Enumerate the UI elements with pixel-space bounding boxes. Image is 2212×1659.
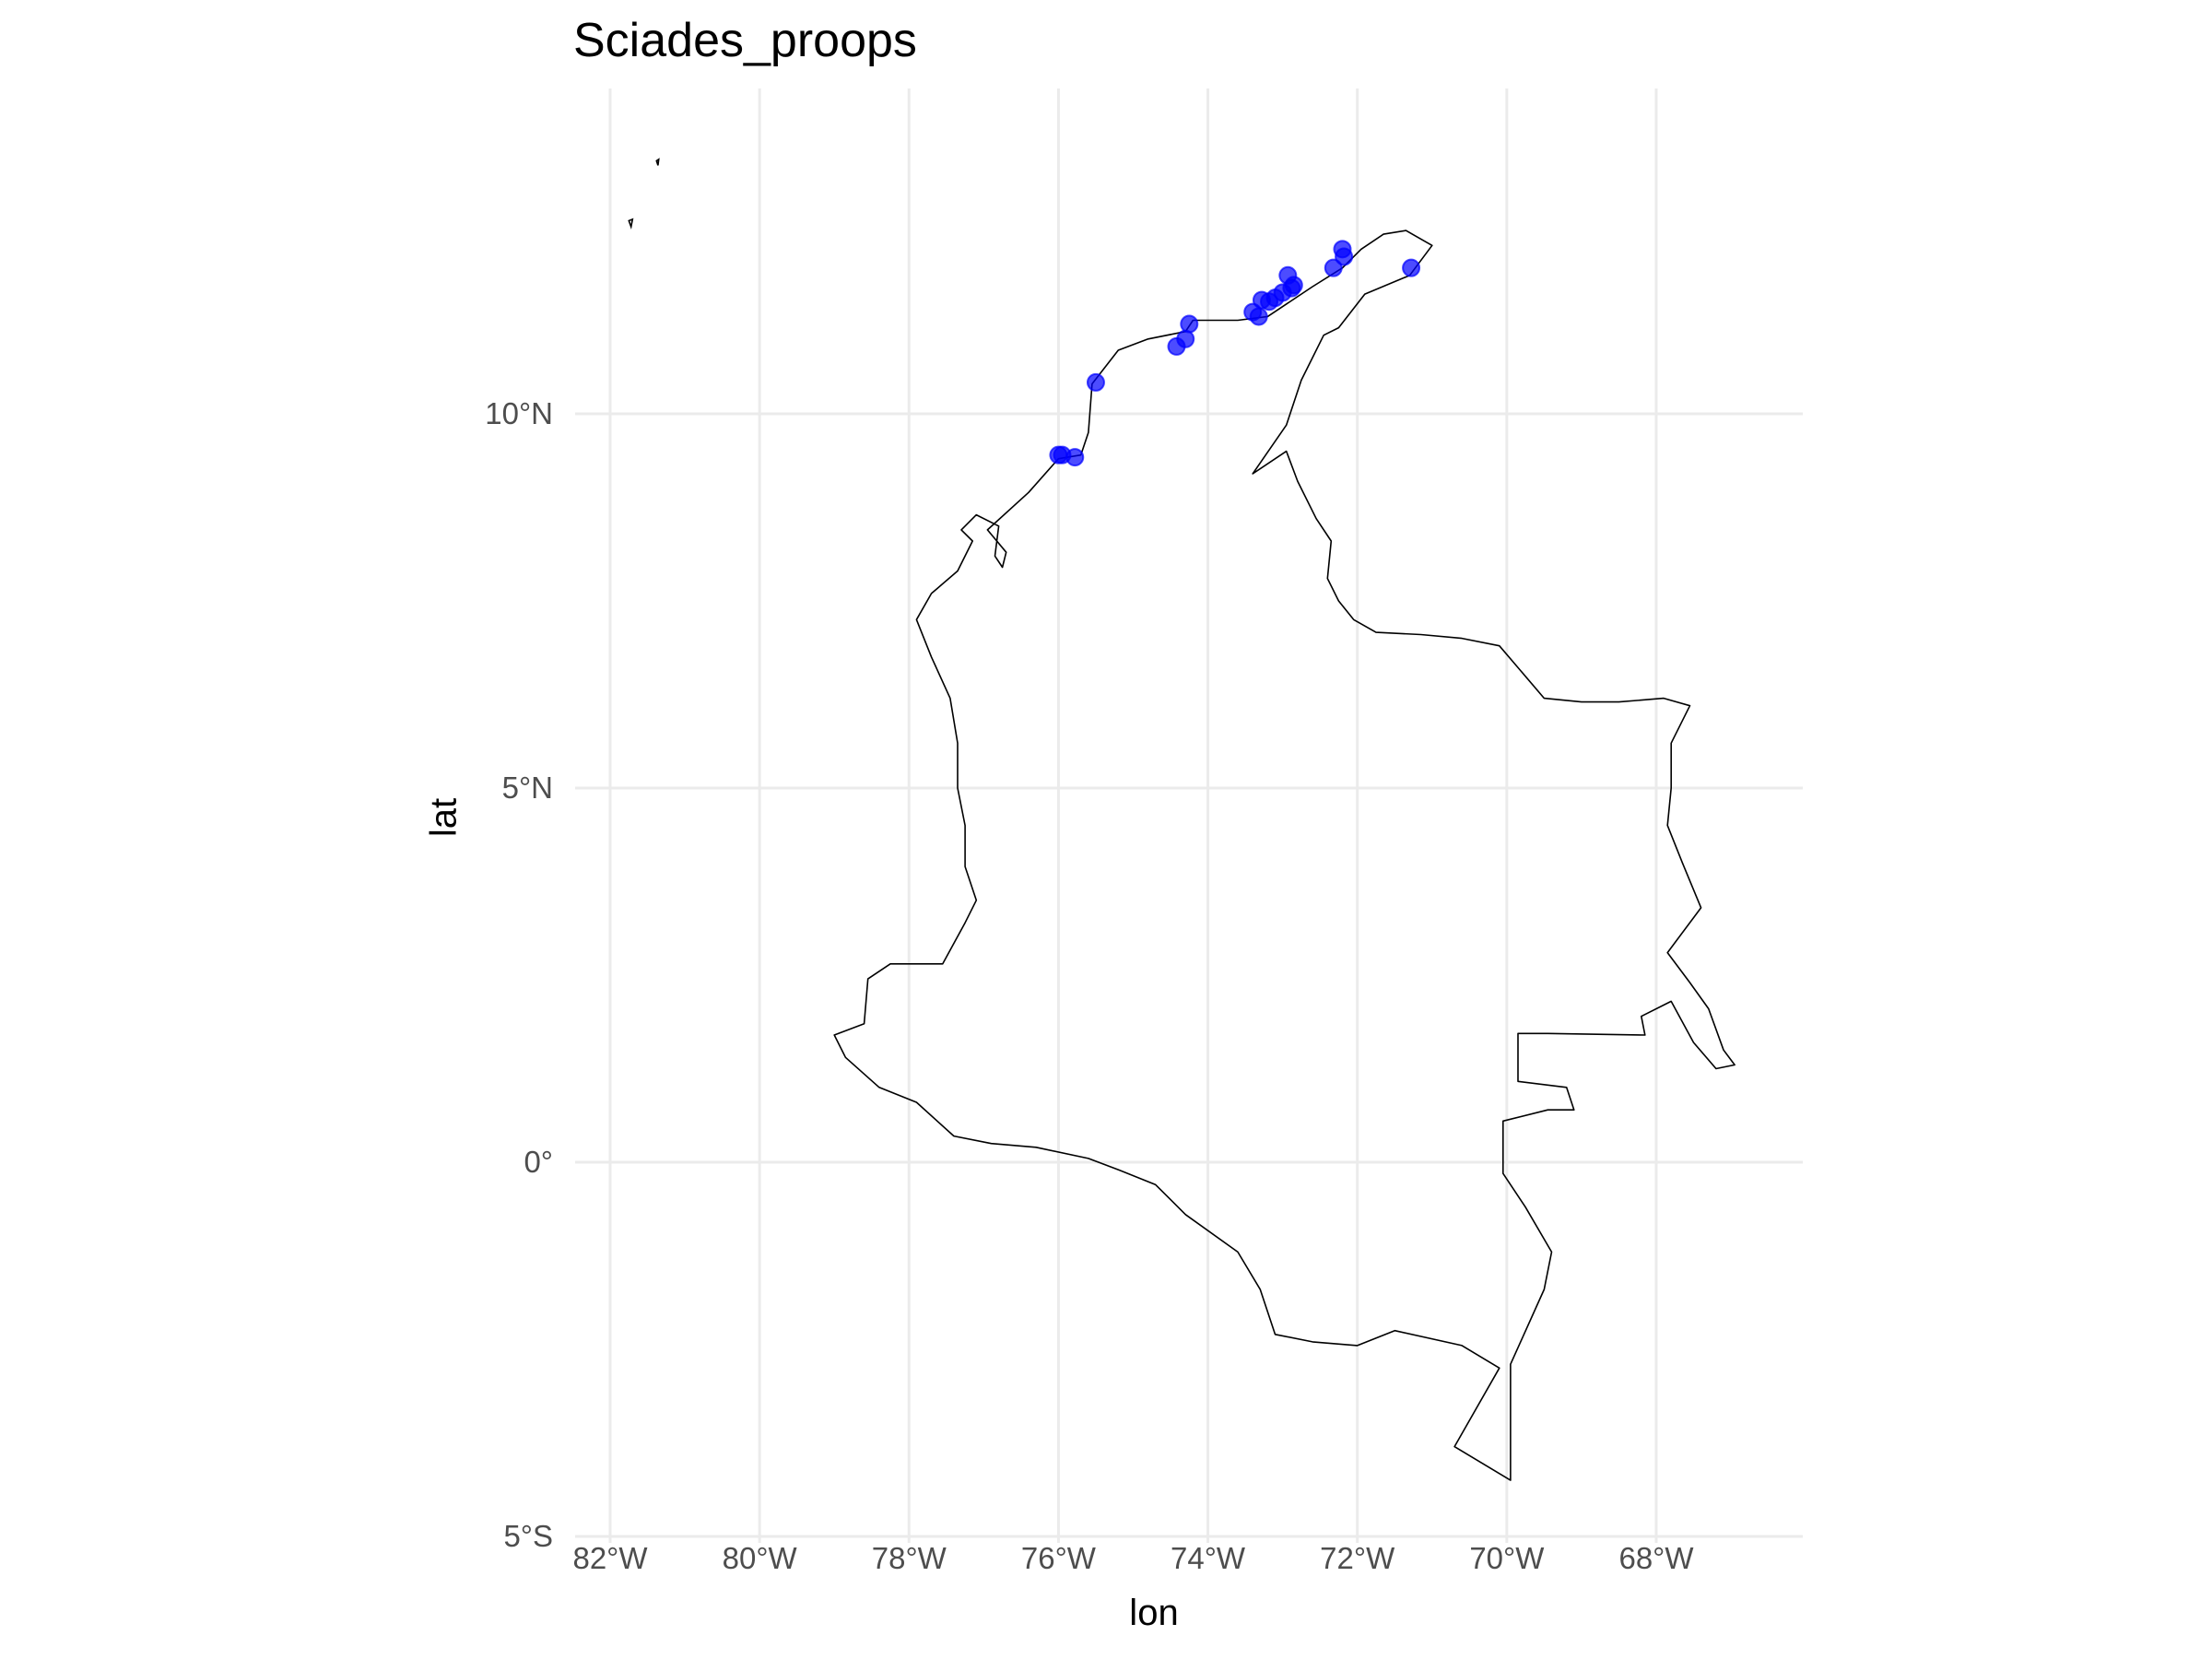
colombia-outline	[833, 229, 1735, 1481]
occurrence-point	[1324, 258, 1343, 277]
occurrence-point	[1243, 302, 1263, 322]
gridlines	[575, 88, 1803, 1543]
occurrence-points	[1049, 240, 1421, 467]
x-tick-label: 78°W	[872, 1541, 947, 1575]
occurrence-point	[1049, 445, 1068, 465]
y-axis-label: lat	[423, 797, 465, 838]
occurrence-point	[1335, 247, 1354, 266]
x-tick-label: 80°W	[723, 1541, 798, 1575]
x-tick-label: 76°W	[1021, 1541, 1097, 1575]
y-tick-label: 0°	[524, 1145, 553, 1179]
y-tick-label: 5°N	[502, 771, 553, 805]
island-outline	[655, 158, 660, 166]
x-tick-label: 70°W	[1469, 1541, 1545, 1575]
x-tick-label: 68°W	[1618, 1541, 1694, 1575]
x-axis-ticks: 82°W 80°W 78°W 76°W 74°W 72°W 70°W 68°W	[572, 1541, 1694, 1575]
island-outline	[628, 218, 634, 229]
x-axis-label: lon	[1129, 1593, 1179, 1633]
y-tick-label: 10°N	[485, 396, 553, 430]
occurrence-point	[1167, 336, 1186, 356]
x-tick-label: 72°W	[1320, 1541, 1395, 1575]
chart-title: Sciades_proops	[573, 14, 917, 67]
y-tick-label: 5°S	[503, 1519, 553, 1553]
occurrence-point	[1086, 372, 1105, 392]
occurrence-point	[1402, 258, 1421, 277]
occurrence-point	[1180, 314, 1199, 334]
y-axis-ticks: 10°N 5°N 0° 5°S	[485, 396, 553, 1553]
x-tick-label: 82°W	[572, 1541, 648, 1575]
x-tick-label: 74°W	[1171, 1541, 1246, 1575]
country-outline	[628, 158, 1735, 1481]
